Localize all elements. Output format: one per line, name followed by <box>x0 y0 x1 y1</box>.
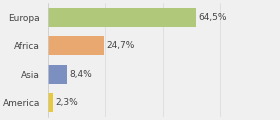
Text: 64,5%: 64,5% <box>198 13 227 22</box>
Bar <box>48 36 104 55</box>
Bar <box>48 93 53 112</box>
Text: 2,3%: 2,3% <box>55 98 78 107</box>
Text: 24,7%: 24,7% <box>107 41 135 50</box>
Bar <box>48 8 196 27</box>
Text: 8,4%: 8,4% <box>69 70 92 79</box>
Bar <box>48 65 67 84</box>
